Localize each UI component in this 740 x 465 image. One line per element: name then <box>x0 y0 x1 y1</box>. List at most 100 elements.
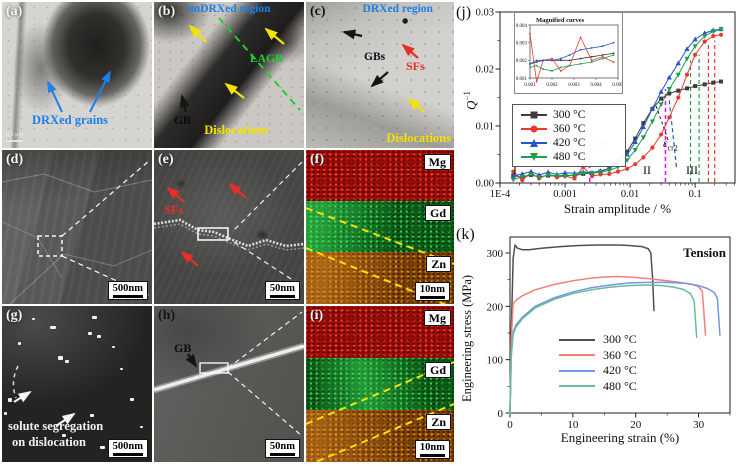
tem-micrograph-a <box>2 2 152 148</box>
legend-marker-360 <box>521 123 547 135</box>
legend-label-420: 420 °C <box>553 137 586 149</box>
svg-text:30: 30 <box>693 419 705 431</box>
chart-j-y-axis-title: Q−1 <box>462 91 479 110</box>
segregation-dashed-line-1 <box>306 207 454 265</box>
drxed-grain-arrow-left <box>47 80 63 113</box>
ecr2-symbol: ε <box>663 138 668 150</box>
gb-arrow <box>179 94 190 113</box>
k-legend-line-420 <box>559 369 595 372</box>
chart-j-inset-canvas: 0.001 0.002 0.003 0.004 0.005 0.001 0.002 0.003… <box>516 17 624 88</box>
svg-text:0.001: 0.001 <box>524 83 536 88</box>
panel-i-scalebar-text: 10nm <box>419 441 445 453</box>
chart-j-legend: 300 °C 360 °C 420 °C 480 °C <box>512 104 626 167</box>
svg-text:10: 10 <box>567 419 579 431</box>
panel-e-annotations <box>154 161 304 287</box>
solute-segregation-band <box>154 218 304 248</box>
svg-text:0.03: 0.03 <box>476 8 494 19</box>
panel-d-scalebar: 500nm <box>107 280 148 300</box>
dislocations-label-c: Dislocations <box>386 131 451 145</box>
chart-k-stress-strain: (k) Engineering stress (MPa) 0 10 20 30 0 100… <box>456 222 740 465</box>
dislocation-arrow <box>407 97 425 113</box>
gb-label-h: GB <box>174 341 192 355</box>
panel-e-scalebar: 50nm <box>264 280 300 300</box>
zoom-region-box <box>37 235 63 257</box>
mg-map-label-i: Mg <box>423 310 451 327</box>
solute-particles <box>4 316 143 449</box>
lagb-dashed-line <box>218 17 301 111</box>
k-legend-line-300 <box>559 338 595 341</box>
svg-text:0.003: 0.003 <box>568 83 580 88</box>
svg-text:Magnified curves: Magnified curves <box>536 17 585 24</box>
segregation-arrow-1 <box>13 390 32 403</box>
zoom-callout-line-bottom <box>227 371 303 437</box>
panel-g-stem-image: (g) solute segregation on dislocation 50… <box>2 306 152 462</box>
svg-text:0.01: 0.01 <box>476 122 494 133</box>
panel-f-eds-maps: (f) Mg Gd Zn 10nm <box>306 150 454 304</box>
svg-text:0: 0 <box>507 419 513 431</box>
q-symbol: Q <box>463 100 479 110</box>
zoom-callout-line-bottom <box>233 241 303 287</box>
chart-k-y-axis-title: Engineering stress (MPa) <box>460 274 474 402</box>
svg-text:0.1: 0.1 <box>689 189 702 200</box>
region-label-I: I <box>513 163 517 177</box>
svg-text:0.001: 0.001 <box>553 189 577 200</box>
gb-arrow-1 <box>342 29 363 40</box>
svg-text:0.002: 0.002 <box>516 59 528 64</box>
panel-e-letter: (e) <box>158 152 174 167</box>
chart-k-x-axis-title: Engineering strain (%) <box>560 430 680 445</box>
grain-boundary-line-3 <box>2 221 63 279</box>
gd-map-label-i: Gd <box>424 362 451 379</box>
q-exponent: −1 <box>462 91 472 101</box>
panel-e-scalebar-text: 50nm <box>269 282 295 294</box>
sf-arrow-1 <box>166 186 185 203</box>
legend-label-480: 480 °C <box>553 151 586 163</box>
eds-map-mg <box>306 150 454 201</box>
drxed-grain-arrow-right <box>89 70 111 113</box>
gb-arrow-2 <box>370 71 389 88</box>
panel-h-annotations <box>154 311 304 437</box>
zoom-callout-line-top <box>227 311 303 369</box>
k-legend-label-300: 300 °C <box>603 332 637 347</box>
panel-d-stem-image: (d) 500nm <box>2 150 152 304</box>
chart-j-canvas: 1E-4 0.001 0.01 0.1 0.00 0.01 0.02 0.03 <box>476 8 736 200</box>
sfs-label-e: SFs <box>164 203 184 217</box>
k-legend-line-480 <box>559 385 595 388</box>
k-legend-row-360: 360 °C <box>559 348 637 364</box>
legend-row-300: 300 °C <box>521 108 621 122</box>
svg-text:0.003: 0.003 <box>516 41 528 46</box>
tem-micrograph-b <box>154 2 304 148</box>
tension-annotation: Tension <box>683 245 726 260</box>
panel-g-scalebar-text: 500nm <box>112 440 143 452</box>
panel-d-scalebar-line <box>112 295 143 298</box>
solute-segregation-band-2 <box>154 223 304 251</box>
panel-e-scalebar-line <box>269 295 295 298</box>
chart-k-legend: 300 °C 360 °C 420 °C 480 °C <box>559 332 637 394</box>
svg-text:0.005: 0.005 <box>612 83 622 88</box>
dislocation-arrow-3 <box>224 82 245 99</box>
legend-marker-480 <box>521 151 547 163</box>
k-legend-line-360 <box>559 354 595 357</box>
chart-j-damping-vs-strain: (j) Q−1 1E-4 0.001 0.01 0.1 0.00 0.01 0.02 0.03… <box>456 0 740 222</box>
panel-b-tem-image: (b) unDRXed region LAGB GB Dislocations <box>154 2 304 148</box>
svg-text:300: 300 <box>487 248 504 260</box>
panel-a-letter: (a) <box>6 4 23 19</box>
panel-f-scalebar-line <box>419 296 445 299</box>
svg-text:100: 100 <box>487 355 504 367</box>
panel-c-letter: (c) <box>310 4 326 19</box>
stem-micrograph-e <box>154 150 304 304</box>
zoom-callout-line-bottom <box>61 255 151 297</box>
legend-row-420: 420 °C <box>521 136 621 150</box>
panel-g-letter: (g) <box>6 308 23 323</box>
panel-a-tem-image: (a) DRXed grains 0.5 µm <box>2 2 152 148</box>
svg-text:0.02: 0.02 <box>476 65 494 76</box>
zoom-callout-line-top <box>61 159 151 237</box>
legend-row-480: 480 °C <box>521 150 621 164</box>
panel-d-letter: (d) <box>6 152 24 167</box>
k-legend-label-480: 480 °C <box>603 378 637 393</box>
k-legend-row-480: 480 °C <box>559 379 637 395</box>
panel-b-letter: (b) <box>158 4 176 19</box>
panel-a-scalebar: 0.5 µm <box>6 132 24 142</box>
gb-bright-line <box>154 344 304 392</box>
legend-marker-420 <box>521 137 547 149</box>
drxed-region-label: DRXed region <box>362 3 433 15</box>
